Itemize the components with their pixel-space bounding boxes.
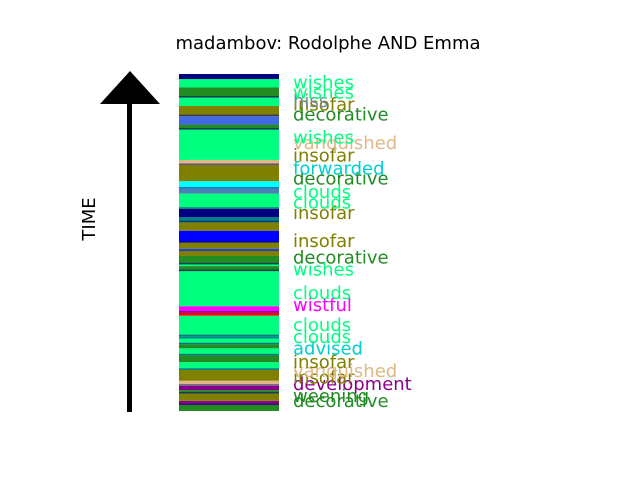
timeline-band-separator: [179, 187, 279, 189]
word-label: clouds: [293, 283, 351, 304]
word-labels: decorativeweeningdevelopmentinsofarvanqu…: [293, 72, 412, 411]
timeline-band: [179, 129, 279, 160]
word-label: vanquished: [293, 133, 397, 154]
timeline-band-separator: [179, 163, 279, 165]
word-label: wishes: [293, 127, 354, 148]
time-arrow-head: [100, 71, 160, 104]
timeline-band: [179, 362, 279, 370]
time-arrow: [100, 71, 160, 412]
timeline-band-separator: [179, 220, 279, 223]
timeline-band: [179, 264, 279, 267]
timeline-band-separator: [179, 241, 279, 243]
word-label: weening: [293, 386, 369, 407]
word-label: vanquished: [293, 361, 397, 382]
timeline-band-separator: [179, 391, 279, 394]
word-label: clouds: [293, 327, 351, 348]
timeline-band-separator: [179, 77, 279, 80]
word-label: insofar: [293, 94, 355, 115]
y-axis-label: TIME: [79, 197, 100, 241]
timeline-band: [179, 344, 279, 349]
timeline-band: [179, 385, 279, 391]
word-label: insofar: [293, 367, 355, 388]
timeline-band: [179, 348, 279, 356]
timeline-band: [179, 355, 279, 363]
word-label: insofar: [293, 231, 355, 252]
timeline-band-separator: [179, 334, 279, 337]
timeline-band-separator: [179, 207, 279, 209]
timeline-band-separator: [179, 311, 279, 313]
word-label: wishes: [293, 259, 354, 280]
timeline-band: [179, 380, 279, 386]
timeline-band: [179, 230, 279, 243]
timeline-band-separator: [179, 384, 279, 386]
timeline-band: [179, 193, 279, 209]
timeline-band: [179, 312, 279, 316]
timeline-band: [179, 390, 279, 394]
word-label: insofar: [293, 352, 355, 373]
word-label: wishes: [293, 83, 354, 104]
timeline-band: [179, 369, 279, 381]
timeline-band: [179, 306, 279, 313]
timeline-band-separator: [179, 128, 279, 130]
word-label: decorative: [293, 391, 389, 412]
word-label: insofar: [293, 146, 355, 167]
timeline-band-separator: [179, 353, 279, 356]
timeline-band-separator: [179, 342, 279, 345]
timeline-band: [179, 181, 279, 189]
timeline-band-separator: [179, 403, 279, 405]
timeline-band-separator: [179, 114, 279, 117]
word-label: wishes: [293, 72, 354, 93]
timeline-band: [179, 188, 279, 194]
timeline-band: [179, 208, 279, 218]
timeline-band-separator: [179, 249, 279, 251]
timeline-bar: [179, 74, 279, 411]
word-label: forwarded: [293, 158, 385, 179]
timeline-band: [179, 97, 279, 107]
timeline-band: [179, 79, 279, 88]
timeline-band: [179, 315, 279, 337]
timeline-band: [179, 222, 279, 231]
word-label: clouds: [293, 182, 351, 203]
timeline-band: [179, 266, 279, 272]
timeline-band: [179, 338, 279, 345]
timeline-band: [179, 271, 279, 307]
word-label: clouds: [293, 315, 351, 336]
time-arrow-shaft: [127, 100, 132, 412]
timeline-band: [179, 250, 279, 256]
timeline-band: [179, 336, 279, 339]
timeline-band: [179, 106, 279, 117]
word-label: hiss: [293, 91, 328, 112]
timeline-band: [179, 87, 279, 98]
timeline-band-separator: [179, 368, 279, 370]
timeline-band: [179, 217, 279, 223]
timeline-band: [179, 393, 279, 401]
word-label: decorative: [293, 248, 389, 269]
timeline-band: [179, 164, 279, 182]
word-label: wistful: [293, 295, 352, 316]
chart-title: madambov: Rodolphe AND Emma: [175, 33, 480, 54]
timeline-band: [179, 116, 279, 125]
timeline-band: [179, 124, 279, 130]
timeline-band: [179, 74, 279, 80]
timeline-band: [179, 159, 279, 165]
timeline-band: [179, 404, 279, 411]
word-label: insofar: [293, 203, 355, 224]
timeline-band-separator: [179, 269, 279, 272]
word-label: clouds: [293, 193, 351, 214]
timeline-band: [179, 242, 279, 249]
timeline-band: [179, 255, 279, 265]
timeline-band-separator: [179, 96, 279, 98]
word-label: development: [293, 374, 412, 395]
word-label: advised: [293, 339, 363, 360]
timeline-band-separator: [179, 262, 279, 265]
word-label: decorative: [293, 104, 389, 125]
word-label: decorative: [293, 168, 389, 189]
timeline-band: [179, 400, 279, 405]
